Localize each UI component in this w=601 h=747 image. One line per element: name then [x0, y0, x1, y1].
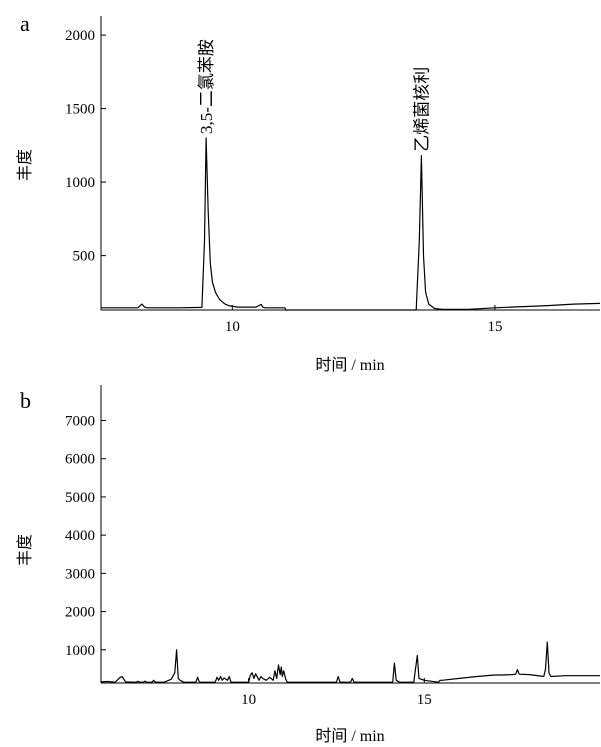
panel-b-y-axis-label: 丰度 [16, 534, 34, 566]
panel-a-y-tick-label: 2000 [65, 28, 95, 44]
panel-b-y-tick-label: 2000 [65, 605, 95, 621]
peak-label-dichloroaniline: 3,5-二氯苯胺 [197, 39, 216, 134]
panel-b-y-tick-label: 7000 [65, 414, 95, 430]
panel-b-letter: b [20, 388, 31, 413]
panel-a-x-axis-label: 时间 / min [315, 356, 384, 374]
panel-a-x-ticks: 10 15 [225, 305, 502, 335]
panel-b-y-tick-label: 6000 [65, 452, 95, 468]
panel-b-y-tick-label: 4000 [65, 528, 95, 544]
panel-a: a 丰度 时间 / min 500 1000 1500 2000 10 15 3,5-二… [16, 11, 601, 374]
panel-b-x-ticks: 10 15 [241, 678, 432, 708]
panel-a-y-tick-label: 1500 [65, 102, 95, 118]
panel-b-y-ticks: 1000 2000 3000 4000 5000 6000 7000 [65, 414, 106, 659]
panel-a-x-tick-label: 15 [487, 319, 502, 335]
panel-b-x-tick-label: 15 [417, 692, 432, 708]
panel-b-y-tick-label: 1000 [65, 643, 95, 659]
panel-a-y-ticks: 500 1000 1500 2000 [65, 28, 106, 265]
panel-b-x-tick-label: 10 [241, 692, 256, 708]
panel-a-chromatogram-trace [101, 137, 601, 311]
panel-a-y-axis-label: 丰度 [16, 149, 34, 181]
panel-a-letter: a [20, 11, 30, 36]
peak-label-vinclozolin: 乙烯菌核利 [412, 67, 431, 152]
panel-b-y-tick-label: 5000 [65, 490, 95, 506]
panel-a-y-tick-label: 500 [73, 249, 96, 265]
panel-b-y-tick-label: 3000 [65, 566, 95, 582]
panel-b-chromatogram-trace [100, 641, 600, 683]
panel-b-x-axis-label: 时间 / min [315, 727, 384, 745]
panel-b: b 丰度 时间 / min 1000 2000 3000 4000 5000 6000 70… [16, 385, 600, 745]
panel-a-y-tick-label: 1000 [65, 175, 95, 191]
panel-a-x-tick-label: 10 [225, 319, 240, 335]
